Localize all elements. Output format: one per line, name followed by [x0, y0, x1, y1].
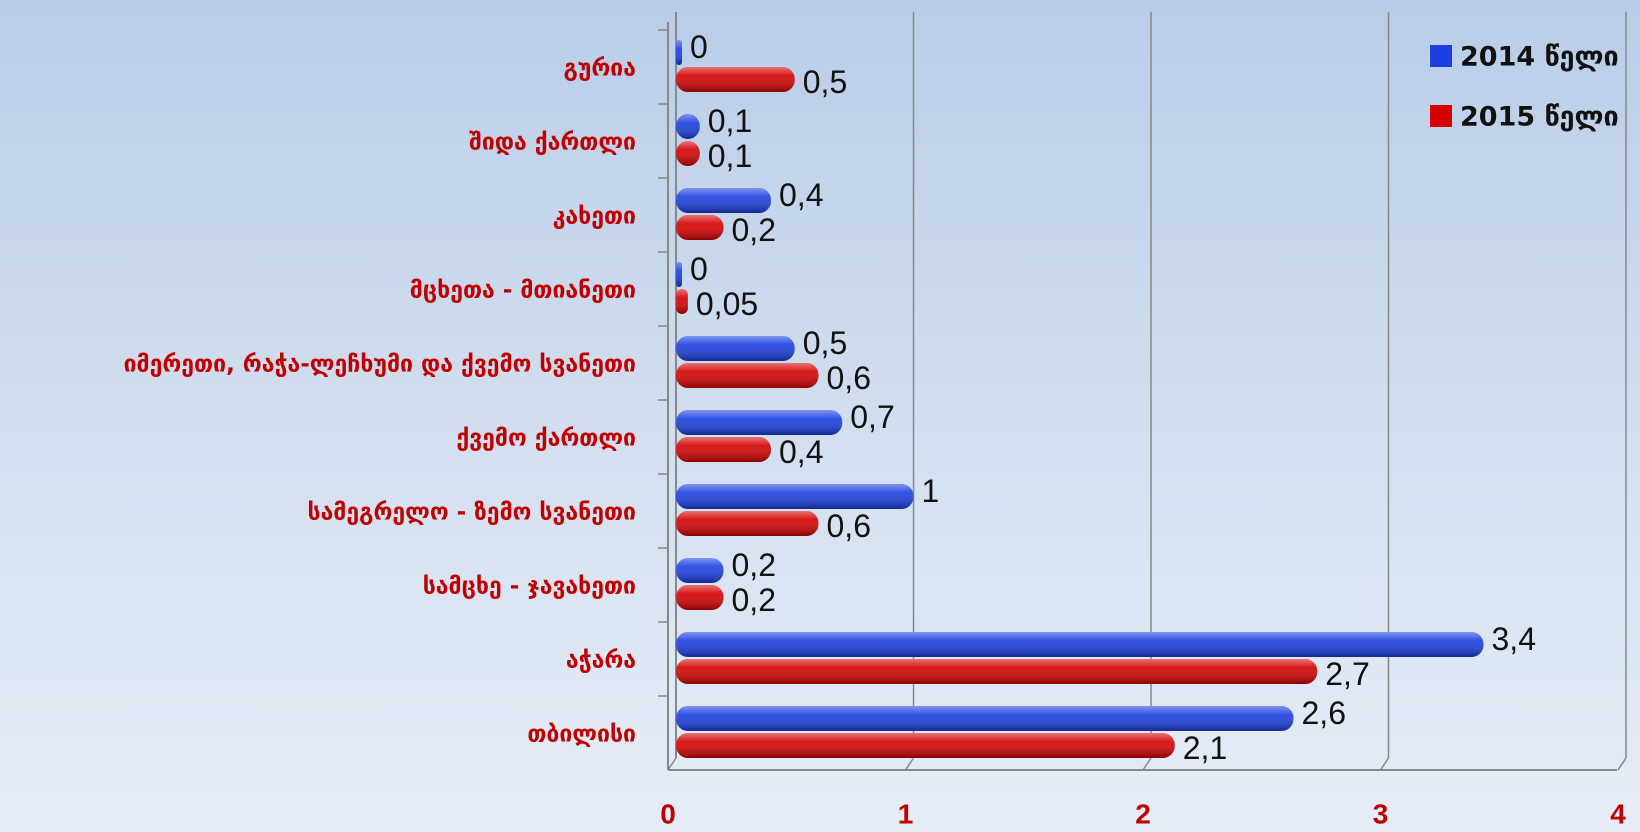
bar-shade: [676, 733, 1175, 758]
y-tick-label: მცხეთა - მთიანეთი: [410, 278, 636, 304]
value-label: 0,7: [850, 399, 894, 435]
grid-line: [667, 757, 677, 771]
grid-line: [904, 757, 915, 771]
x-tick-label: 2: [1135, 798, 1151, 829]
value-label: 2,1: [1183, 730, 1227, 766]
value-label: 0,1: [708, 103, 752, 139]
bar-shade: [676, 262, 682, 287]
value-label: 0,05: [696, 286, 758, 322]
x-tick-label: 1: [898, 798, 914, 829]
x-tick-label: 3: [1373, 798, 1389, 829]
value-label: 0: [690, 29, 708, 65]
y-tick-label: შიდა ქართლი: [469, 130, 636, 156]
y-tick-label: თბილისი: [527, 722, 636, 748]
bar-shade: [676, 410, 843, 435]
value-label: 2,6: [1302, 695, 1346, 731]
bar-shade: [676, 659, 1318, 684]
bar-shade: [676, 437, 771, 462]
bar-shade: [676, 215, 724, 240]
bar-shade: [676, 484, 914, 509]
legend-swatch: [1430, 105, 1452, 127]
value-label: 0,2: [732, 547, 776, 583]
legend-label: 2015 წელი: [1460, 102, 1619, 133]
y-tick-label: სამეგრელო - ზემო სვანეთი: [308, 500, 637, 526]
y-tick-label: კახეთი: [553, 204, 636, 230]
bar-shade: [676, 336, 795, 361]
bar-shade: [676, 141, 700, 166]
y-tick-label: აჭარა: [566, 648, 636, 674]
bar-shade: [676, 363, 819, 388]
x-tick-label: 4: [1610, 798, 1626, 829]
bar-shade: [676, 40, 682, 65]
value-label: 2,7: [1325, 656, 1369, 692]
grid-line: [1617, 757, 1627, 771]
y-tick-label: იმერეთი, რაჭა-ლეჩხუმი და ქვემო სვანეთი: [124, 352, 636, 378]
bar-shade: [676, 632, 1484, 657]
y-tick-label: ქვემო ქართლი: [456, 426, 636, 452]
bar-shade: [676, 67, 795, 92]
bar-shade: [676, 706, 1294, 731]
legend-swatch: [1430, 45, 1452, 67]
bar-shade: [676, 188, 771, 213]
value-label: 0,1: [708, 138, 752, 174]
bar-shade: [676, 289, 688, 314]
y-tick-label: გურია: [563, 56, 636, 82]
value-label: 0: [690, 251, 708, 287]
bar-shade: [676, 114, 700, 139]
value-label: 0,6: [827, 360, 871, 396]
value-label: 0,4: [779, 177, 823, 213]
bar-shade: [676, 558, 724, 583]
value-label: 3,4: [1492, 621, 1536, 657]
legend-label: 2014 წელი: [1460, 42, 1619, 73]
value-label: 0,6: [827, 508, 871, 544]
bar-shade: [676, 511, 819, 536]
grid-line: [1379, 757, 1390, 771]
value-label: 0,2: [732, 582, 776, 618]
value-label: 0,5: [803, 64, 847, 100]
bar-shade: [676, 585, 724, 610]
grid-line: [1142, 757, 1152, 771]
value-label: 0,5: [803, 325, 847, 361]
x-tick-label: 0: [660, 798, 676, 829]
value-label: 0,2: [732, 212, 776, 248]
y-tick-label: სამცხე - ჯავახეთი: [423, 574, 636, 600]
value-label: 1: [922, 473, 940, 509]
value-label: 0,4: [779, 434, 823, 470]
